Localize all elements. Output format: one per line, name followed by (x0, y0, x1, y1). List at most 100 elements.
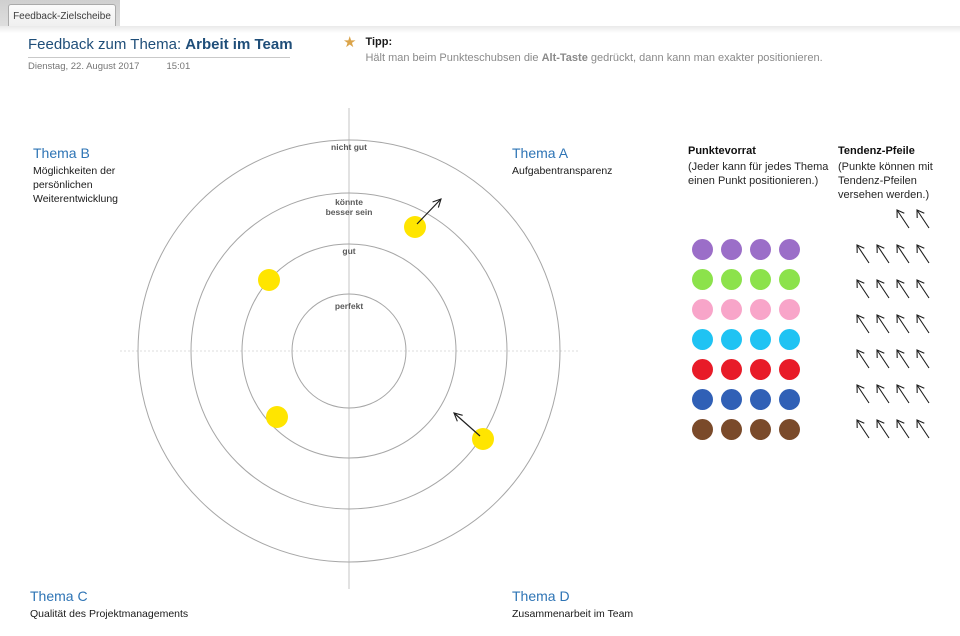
tendenz-heading: Tendenz-Pfeile (838, 145, 915, 157)
supply-dot[interactable] (692, 419, 713, 440)
tip-body: Hält man beim Punkteschubsen die Alt-Tas… (365, 52, 823, 64)
tip-heading: Tipp: (365, 36, 393, 48)
supply-dot[interactable] (750, 419, 771, 440)
tendenz-description: (Punkte können mit Tendenz-Pfeilen verse… (838, 161, 933, 201)
target-ring (190, 192, 508, 510)
supply-arrow-icon[interactable] (872, 415, 892, 440)
tendency-arrow[interactable] (416, 198, 442, 225)
supply-arrow-icon[interactable] (912, 380, 932, 405)
supply-dot[interactable] (750, 329, 771, 350)
supply-dot[interactable] (692, 329, 713, 350)
ring-label: könnte besser sein (326, 197, 373, 217)
theme-c-title: Thema C (30, 588, 88, 604)
supply-dot[interactable] (721, 239, 742, 260)
tab-label: Feedback-Zielscheibe (13, 10, 111, 22)
title-block: Feedback zum Thema: Arbeit im Team Diens… (28, 37, 293, 72)
supply-dot[interactable] (779, 299, 800, 320)
supply-arrow-icon[interactable] (912, 240, 932, 265)
feedback-dot[interactable] (404, 216, 426, 238)
supply-arrow-icon[interactable] (912, 415, 932, 440)
theme-a-subtitle: Aufgabentransparenz (512, 165, 613, 177)
supply-arrow-icon[interactable] (892, 275, 912, 300)
supply-dot[interactable] (779, 389, 800, 410)
supply-arrow-icon[interactable] (872, 310, 892, 335)
supply-arrow-icon[interactable] (892, 205, 912, 230)
supply-arrow-icon[interactable] (912, 275, 932, 300)
supply-dot[interactable] (692, 359, 713, 380)
supply-arrow-icon[interactable] (872, 345, 892, 370)
supply-arrow-icon[interactable] (892, 240, 912, 265)
supply-dot[interactable] (779, 419, 800, 440)
supply-dot[interactable] (721, 359, 742, 380)
punktevorrat-panel: Punktevorrat (Jeder kann für jedes Thema… (688, 145, 843, 188)
supply-dot[interactable] (750, 299, 771, 320)
supply-dot[interactable] (692, 299, 713, 320)
supply-dot[interactable] (750, 389, 771, 410)
date-row: Dienstag, 22. August 2017 15:01 (28, 61, 290, 72)
supply-arrow-row (852, 205, 932, 230)
supply-arrow-row (852, 240, 932, 265)
supply-dot[interactable] (779, 329, 800, 350)
supply-dot[interactable] (721, 329, 742, 350)
ring-label: gut (342, 246, 355, 256)
supply-dot[interactable] (721, 419, 742, 440)
supply-arrow-icon[interactable] (852, 310, 872, 335)
supply-arrow-icon[interactable] (872, 240, 892, 265)
tab-bar-shadow (0, 26, 960, 33)
ring-label: nicht gut (331, 142, 367, 152)
theme-c-subtitle: Qualität des Projektmanagements (30, 608, 189, 620)
theme-d-subtitle: Zusammenarbeit im Team (512, 608, 634, 620)
supply-arrow-icon[interactable] (892, 380, 912, 405)
supply-arrow-row (852, 415, 932, 440)
feedback-dot[interactable] (472, 428, 494, 450)
supply-arrow-icon[interactable] (872, 275, 892, 300)
tab-feedback-zielscheibe[interactable]: Feedback-Zielscheibe (8, 4, 116, 27)
supply-dot[interactable] (721, 269, 742, 290)
theme-b-label[interactable]: Thema B Möglichkeiten der persönlichen W… (33, 146, 118, 206)
supply-arrow-icon[interactable] (912, 205, 932, 230)
supply-arrow-icon[interactable] (852, 275, 872, 300)
star-icon: ★ (343, 34, 357, 51)
theme-a-title: Thema A (512, 145, 569, 161)
supply-arrow-row (852, 275, 932, 300)
supply-arrow-icon[interactable] (872, 380, 892, 405)
page-tab-bar: Feedback-Zielscheibe (0, 0, 960, 27)
theme-a-label[interactable]: Thema A Aufgabentransparenz (512, 146, 612, 178)
supply-arrow-icon[interactable] (852, 415, 872, 440)
supply-arrow-icon[interactable] (892, 345, 912, 370)
supply-arrow-icon[interactable] (892, 415, 912, 440)
supply-dot[interactable] (721, 389, 742, 410)
supply-arrow-icon[interactable] (892, 310, 912, 335)
supply-dot[interactable] (692, 239, 713, 260)
supply-dot[interactable] (750, 239, 771, 260)
supply-dot[interactable] (779, 359, 800, 380)
supply-dot[interactable] (750, 269, 771, 290)
target-ring (241, 243, 457, 459)
page-title[interactable]: Feedback zum Thema: Arbeit im Team (28, 37, 293, 53)
supply-dot[interactable] (779, 269, 800, 290)
supply-dot[interactable] (692, 389, 713, 410)
title-divider (28, 57, 290, 58)
supply-arrow-row (852, 380, 932, 405)
tendency-arrow[interactable] (453, 412, 481, 437)
feedback-dot[interactable] (266, 406, 288, 428)
supply-arrow-icon[interactable] (912, 345, 932, 370)
supply-arrow-row (852, 345, 932, 370)
supply-dot[interactable] (779, 239, 800, 260)
arrow-supply-grid (852, 205, 932, 450)
feedback-dot[interactable] (258, 269, 280, 291)
target-ring (137, 139, 561, 563)
supply-arrow-icon[interactable] (912, 310, 932, 335)
theme-d-label[interactable]: Thema D Zusammenarbeit im Team (512, 589, 633, 621)
supply-dot[interactable] (692, 269, 713, 290)
supply-dot[interactable] (750, 359, 771, 380)
theme-c-label[interactable]: Thema C Qualität des Projektmanagements (30, 589, 188, 621)
supply-arrow-icon[interactable] (852, 345, 872, 370)
supply-dot[interactable] (721, 299, 742, 320)
tip-text: Tipp: Hält man beim Punkteschubsen die A… (365, 36, 822, 64)
theme-b-title: Thema B (33, 145, 90, 161)
supply-arrow-icon[interactable] (852, 380, 872, 405)
supply-arrow-icon[interactable] (852, 240, 872, 265)
